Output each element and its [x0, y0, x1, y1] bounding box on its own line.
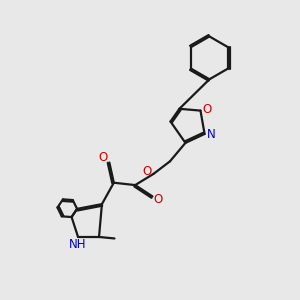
Text: NH: NH [69, 238, 86, 251]
Text: O: O [202, 103, 211, 116]
Text: O: O [154, 194, 163, 206]
Text: O: O [142, 165, 152, 178]
Text: O: O [98, 151, 107, 164]
Text: N: N [207, 128, 215, 141]
